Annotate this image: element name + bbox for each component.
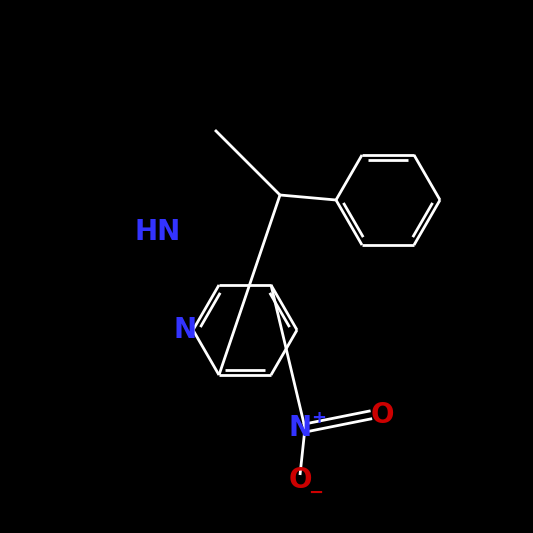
Text: −: − (309, 484, 324, 502)
Text: N: N (173, 316, 197, 344)
Text: O: O (288, 466, 312, 494)
Text: N: N (288, 414, 312, 442)
Text: O: O (370, 401, 394, 429)
Text: +: + (311, 409, 327, 427)
Text: HN: HN (135, 218, 181, 246)
